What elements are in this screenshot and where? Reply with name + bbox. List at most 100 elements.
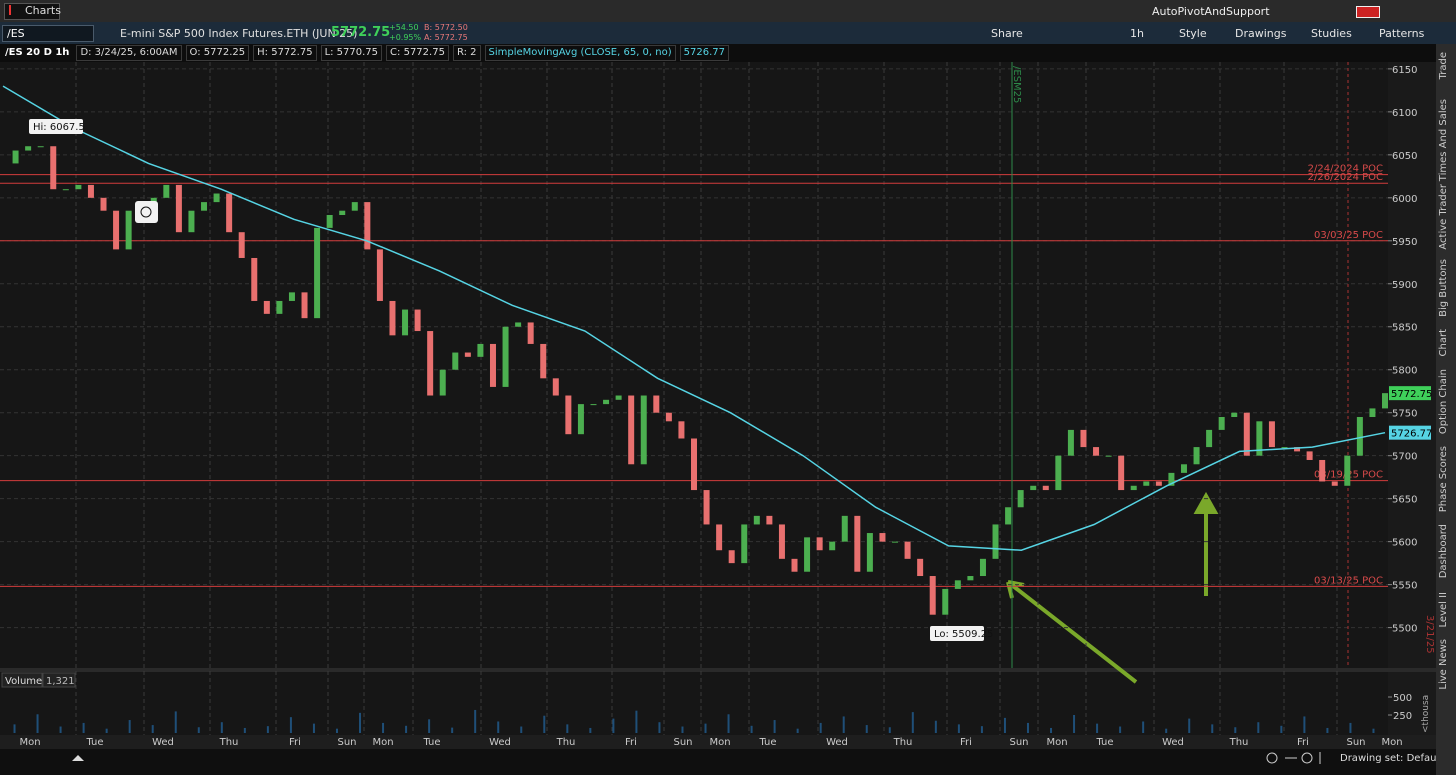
volume-bar [497, 721, 500, 733]
volume-bar [220, 722, 223, 733]
x-tick-label: Sun [673, 737, 692, 748]
share-button[interactable]: Share [991, 27, 1023, 40]
candle [1281, 447, 1288, 449]
side-tab[interactable]: Big Buttons [1438, 259, 1449, 317]
candle [753, 515, 760, 525]
x-tick-label: Tue [85, 737, 103, 748]
candle [75, 184, 82, 190]
toolbar: /ES E-mini S&P 500 Index Futures.ETH (JU… [0, 22, 1456, 44]
volume-bar [543, 715, 546, 733]
candle [452, 352, 459, 370]
candle [251, 257, 258, 301]
side-tab[interactable]: Level II [1438, 592, 1449, 628]
candle [1055, 455, 1062, 491]
candle [1382, 393, 1388, 409]
candle [288, 292, 295, 301]
patterns-button[interactable]: Patterns [1379, 27, 1425, 40]
volume-bar [704, 723, 707, 733]
price-tag-text: 5726.77 [1391, 429, 1432, 440]
candle [402, 309, 409, 336]
zoom-controls[interactable] [1266, 752, 1321, 764]
chart: Volume 1,321 <thousa Drawing set: Defaul… [0, 62, 1436, 775]
volume-bar [59, 726, 62, 733]
volume-bar [405, 725, 408, 733]
timeframe-button[interactable]: 1h [1130, 27, 1144, 40]
side-tab[interactable]: Live News [1438, 639, 1449, 690]
volume-bar [1050, 727, 1053, 733]
y-tick-label: 5500 [1392, 624, 1417, 635]
studies-button[interactable]: Studies [1311, 27, 1352, 40]
study-name[interactable]: AutoPivotAndSupport [1152, 5, 1270, 18]
candle [804, 537, 811, 572]
candle [942, 588, 949, 615]
side-tab[interactable]: Option Chain [1438, 369, 1449, 435]
volume-bar [13, 724, 16, 733]
drawing-tool-glyph [140, 206, 152, 218]
volume-tick-label: 250 [1393, 711, 1412, 722]
y-tick-label: 6050 [1392, 151, 1417, 162]
drawing-tool-icon[interactable] [135, 201, 158, 223]
volume-bar [911, 712, 914, 733]
candle [1180, 464, 1187, 473]
candle [577, 404, 584, 435]
side-tab[interactable]: Chart [1438, 329, 1449, 357]
side-tab[interactable]: Trade [1438, 52, 1449, 80]
candle [515, 322, 522, 327]
study-label[interactable]: SimpleMovingAvg (CLOSE, 65, 0, no) [484, 45, 676, 61]
volume-bar [888, 727, 891, 733]
y-tick-label: 5750 [1392, 409, 1417, 420]
candle [653, 395, 660, 413]
bar-low: L: 5770.75 [320, 45, 383, 61]
candle [992, 524, 999, 559]
volume-bar [474, 709, 477, 733]
side-tab[interactable]: Phase Scores [1438, 446, 1449, 513]
side-tab[interactable]: Times And Sales [1438, 99, 1449, 182]
candle [678, 421, 685, 439]
candle [364, 202, 371, 250]
window-tab[interactable]: Charts [4, 3, 61, 20]
scroll-button[interactable] [72, 755, 84, 761]
candle [565, 395, 572, 435]
candle [1306, 451, 1313, 460]
time-axis [0, 735, 1436, 749]
arrow-annotation [1193, 491, 1219, 596]
candle [778, 524, 785, 559]
candle [1118, 455, 1125, 491]
x-tick-label: Thu [556, 737, 576, 748]
percent-change: +0.95% [389, 33, 422, 42]
color-swatch[interactable] [1356, 6, 1380, 18]
symbol-input[interactable]: /ES [2, 25, 94, 42]
y-tick-label: 5850 [1392, 323, 1417, 334]
candle [477, 343, 484, 357]
candle [879, 533, 886, 542]
y-tick-label: 5550 [1392, 581, 1417, 592]
volume-bar [681, 726, 684, 733]
candle [1344, 455, 1351, 486]
drawing-set[interactable]: Drawing set: Default [1340, 753, 1436, 764]
candle [1369, 408, 1376, 418]
volume-bar [658, 722, 661, 733]
candle [979, 558, 986, 577]
side-tab[interactable]: Dashboard [1438, 524, 1449, 579]
price-tag [1389, 386, 1431, 401]
price-pane [0, 62, 1388, 668]
candle [728, 550, 735, 564]
volume-bar [197, 727, 200, 733]
candle [1105, 455, 1112, 457]
sma-line [2, 85, 1386, 551]
volume-bar [1188, 718, 1191, 733]
drawings-button[interactable]: Drawings [1235, 27, 1287, 40]
candle [489, 343, 496, 387]
style-button[interactable]: Style [1179, 27, 1207, 40]
candle [1218, 417, 1225, 430]
candle [12, 150, 19, 164]
candle [967, 576, 974, 581]
price-callout: Hi: 6067.5 [29, 119, 85, 134]
contract-label: /ESM25 [1011, 66, 1022, 103]
candle [87, 184, 94, 198]
y-tick-label: 5600 [1392, 538, 1417, 549]
window-title: Charts [25, 4, 61, 17]
candle [188, 210, 195, 233]
candle [326, 215, 333, 228]
side-tab[interactable]: Active Trader [1438, 184, 1449, 250]
